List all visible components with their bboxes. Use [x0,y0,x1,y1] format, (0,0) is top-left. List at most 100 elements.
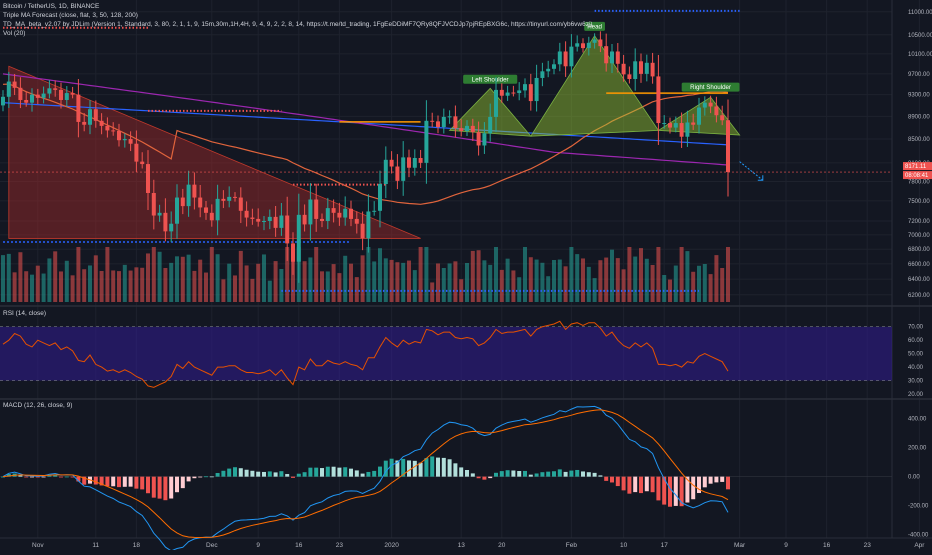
volume-bar [488,264,493,302]
macd-histogram-bar [430,456,435,477]
candle [285,196,290,261]
price-tick-label: 7800.00 [908,179,930,185]
candle-body [308,199,313,225]
candle-body [656,76,661,124]
volume-bar [221,279,226,302]
volume-bar [233,275,237,302]
candle [105,117,110,138]
candle [244,201,249,227]
candle [18,77,23,109]
ma-128-line [2,73,729,166]
volume-bar [627,247,632,302]
volume-bar [366,247,371,302]
candle-body [70,93,75,95]
rsi-tick-label: 50.00 [908,352,924,358]
candle [482,122,487,154]
candle-body [465,125,469,131]
macd-tick-label: -200.00 [908,504,929,510]
macd-histogram-bar [331,466,336,477]
candle-body [140,161,145,165]
volume-bar [354,277,359,302]
macd-histogram-bar [604,476,609,481]
candle [209,204,214,227]
candle-body [569,46,574,67]
macd-histogram-bar [215,473,220,477]
candle-body [267,216,272,221]
candle-body [378,184,382,211]
volume-bar [337,273,342,302]
volume-bar [93,255,98,302]
candle [534,64,539,112]
candle-body [499,89,504,96]
candle-body [482,133,487,146]
macd-histogram-bar [238,468,243,477]
candle [627,66,632,84]
candle [499,83,504,103]
macd-histogram-bar [343,467,348,477]
macd-histogram-bar [105,476,110,487]
candle-body [35,94,40,98]
candle [128,131,133,152]
candle-body [726,120,730,173]
candle [250,208,255,225]
volume-bar [82,269,87,302]
candle [459,119,464,137]
macd-histogram-bar [598,475,603,477]
candle-body [198,197,203,208]
volume-bar [53,251,58,302]
volume-bar [117,271,121,302]
macd-histogram-bar [262,471,266,477]
volume-bar [76,247,81,302]
volume-bar [552,260,556,302]
candle [430,112,435,128]
macd-histogram-bar [621,476,626,491]
candle [93,100,98,128]
price-tick-label: 10500.00 [908,33,932,39]
candle [140,152,145,169]
candle-body [412,157,417,168]
macd-histogram-bar [401,458,406,477]
macd-histogram-bar [302,472,307,477]
volume-bar [163,268,168,302]
volume-bar [604,257,609,302]
macd-histogram-bar [528,474,533,477]
candle-body [291,243,295,262]
macd-histogram-bar [308,467,313,477]
volume-bar [447,263,452,302]
macd-histogram-bar [436,457,440,477]
candle [407,149,411,178]
candle [401,141,406,196]
volume-bar [227,263,232,302]
volume-bar [279,269,284,302]
candle [24,91,29,107]
rsi-pane: 20.00 30.00 40.00 50.00 60.00 70.00 [0,320,924,398]
macd-pane-label[interactable]: MACD (12, 26, close, 9) [3,402,73,409]
macd-histogram-bar [488,476,493,479]
candle-body [430,120,435,122]
macd-histogram-bar [552,471,556,477]
candle [180,188,185,215]
x-tick-label: 9 [256,542,260,549]
macd-histogram-bar [378,466,382,477]
rsi-pane-label[interactable]: RSI (14, close) [3,310,46,317]
macd-histogram-bar [383,460,388,477]
macd-histogram-bar [70,476,75,478]
macd-histogram-bar [697,476,701,494]
macd-histogram-bar [470,473,475,477]
macd-histogram-bar [447,459,452,477]
volume-bar [708,274,713,302]
candle [517,82,522,101]
macd-histogram-bar [59,476,63,478]
volume-bar [592,278,597,302]
volume-bar [662,275,667,302]
candle-body [105,125,110,131]
candle-body [610,51,614,64]
candle-body [151,192,156,216]
volume-bar [6,253,11,302]
candle [598,31,603,53]
macd-histogram-bar [175,476,179,493]
candle [6,71,11,108]
candle [470,118,475,141]
